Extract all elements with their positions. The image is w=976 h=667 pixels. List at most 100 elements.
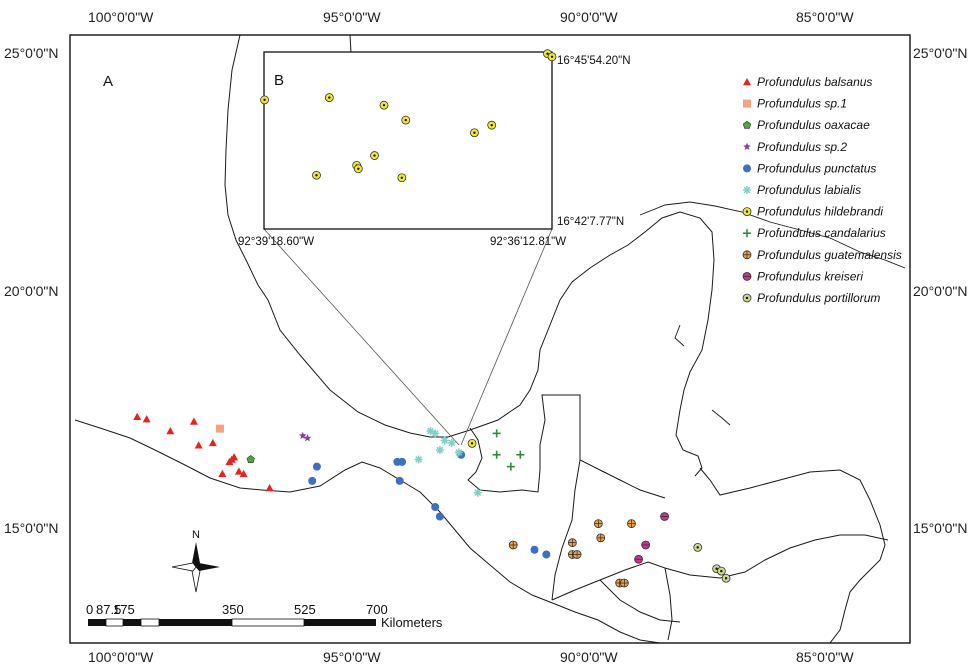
legend-symbol-profundulus-portillorum <box>742 293 752 303</box>
lon-tick-bottom-0: 100°0'0"W <box>88 649 154 665</box>
inset-point-12 <box>547 52 557 62</box>
scale-label-3: 350 <box>222 602 244 617</box>
point-profundulus-balsanus-4 <box>194 441 203 449</box>
inset-frame <box>263 51 553 230</box>
point-profundulus-labialis-2 <box>431 429 440 438</box>
lon-tick-top-0: 100°0'0"W <box>88 9 154 25</box>
point-profundulus-portillorum-2 <box>716 566 726 576</box>
inset-point-8 <box>353 164 363 174</box>
point-profundulus-labialis-3 <box>440 436 449 445</box>
legend-symbol-profundulus-oaxacae <box>742 120 752 129</box>
legend-label-profundulus-guatemalensis: Profundulus guatemalensis <box>757 248 902 262</box>
inset-point-0 <box>260 95 269 105</box>
legend-symbol-profundulus-candalarius <box>743 229 751 238</box>
legend-label-profundulus-sp-2: Profundulus sp.2 <box>757 140 847 154</box>
legend-label-profundulus-portillorum: Profundulus portillorum <box>757 291 880 305</box>
point-profundulus-guatemalensis-5 <box>596 533 606 543</box>
point-profundulus-labialis-4 <box>435 446 444 454</box>
point-profundulus-punctatus-1 <box>312 462 321 471</box>
lat-tick-right-1: 20°0'0"N <box>913 283 968 299</box>
point-profundulus-punctatus-6 <box>435 512 444 521</box>
point-profundulus-guatemalensis-6 <box>627 519 636 529</box>
point-profundulus-balsanus-1 <box>142 415 151 423</box>
legend-symbol-profundulus-hildebrandi <box>742 207 752 217</box>
main-panel-label: A <box>103 73 113 90</box>
north-arrow: N <box>171 529 220 593</box>
point-profundulus-portillorum-0 <box>693 542 703 552</box>
scale-label-0: 0 <box>86 602 93 617</box>
point-profundulus-guatemalensis-4 <box>593 519 603 529</box>
point-profundulus-labialis-5 <box>447 438 456 447</box>
point-profundulus-labialis-7 <box>473 488 482 497</box>
inset-lat-top: 16°45'54.20"N <box>557 55 631 67</box>
point-profundulus-balsanus-7 <box>230 453 239 461</box>
north-label: N <box>192 529 200 541</box>
point-profundulus-labialis-0 <box>414 455 423 464</box>
lon-tick-top-2: 90°0'0"W <box>560 9 618 25</box>
point-profundulus-labialis-6 <box>454 448 463 457</box>
point-profundulus-balsanus-3 <box>189 417 198 425</box>
point-profundulus-punctatus-4 <box>395 476 404 485</box>
point-profundulus-kreiseri-2 <box>634 554 643 564</box>
point-profundulus-kreiseri-1 <box>641 540 651 550</box>
legend-symbol-profundulus-guatemalensis <box>742 250 752 260</box>
point-profundulus-guatemalensis-8 <box>619 578 629 588</box>
point-profundulus-balsanus-10 <box>234 467 243 475</box>
coastline <box>74 34 906 644</box>
legend-symbol-profundulus-labialis <box>743 186 751 194</box>
legend-symbol-profundulus-punctatus <box>743 164 751 173</box>
legend-label-profundulus-kreiseri: Profundulus kreiseri <box>757 269 863 283</box>
legend-label-profundulus-balsanus: Profundulus balsanus <box>757 75 872 89</box>
point-profundulus-punctatus-8 <box>530 545 539 554</box>
legend-symbol-profundulus-balsanus <box>743 78 751 86</box>
point-profundulus-balsanus-8 <box>225 457 234 466</box>
point-profundulus-guatemalensis-0 <box>508 540 518 550</box>
point-profundulus-oaxacae-0 <box>246 455 255 464</box>
inset-locality-points <box>260 49 557 183</box>
lon-tick-bottom-1: 95°0'0"W <box>323 649 381 665</box>
legend-label-profundulus-punctatus: Profundulus punctatus <box>757 161 876 175</box>
legend-label-profundulus-oaxacae: Profundulus oaxacae <box>757 118 870 132</box>
inset-point-10 <box>312 170 321 180</box>
inset-point-3 <box>401 115 411 125</box>
point-profundulus-sp-2-1 <box>303 434 312 442</box>
lat-tick-left-2: 15°0'0"N <box>4 520 59 536</box>
point-profundulus-sp-1-0 <box>215 424 224 433</box>
point-profundulus-punctatus-9 <box>542 550 551 559</box>
point-profundulus-balsanus-11 <box>239 469 248 477</box>
point-profundulus-balsanus-5 <box>208 438 217 447</box>
point-profundulus-candalarius-2 <box>506 462 515 471</box>
point-profundulus-kreiseri-0 <box>660 512 669 521</box>
axis-ticks: 100°0'0"W 95°0'0"W 90°0'0"W 85°0'0"W 100… <box>4 9 968 665</box>
point-profundulus-balsanus-9 <box>218 469 227 477</box>
point-profundulus-balsanus-0 <box>133 412 142 420</box>
inset-point-4 <box>487 120 497 130</box>
lat-tick-right-2: 15°0'0"N <box>913 520 968 536</box>
lat-tick-left-1: 20°0'0"N <box>4 283 59 299</box>
point-profundulus-punctatus-5 <box>431 503 440 511</box>
locality-points <box>133 412 731 588</box>
scale-label-4: 525 <box>294 602 316 617</box>
point-profundulus-candalarius-1 <box>492 450 501 459</box>
inset-lon-right: 92°36'12.81"W <box>490 236 566 248</box>
inset-point-9 <box>397 173 407 183</box>
legend-label-profundulus-hildebrandi: Profundulus hildebrandi <box>757 205 883 219</box>
legend-label-profundulus-candalarius: Profundulus candalarius <box>757 226 886 240</box>
inset-lon-left: 92°39'18.60"W <box>238 236 314 248</box>
point-profundulus-guatemalensis-3 <box>572 550 582 559</box>
scale-unit: Kilometers <box>381 615 443 630</box>
inset-connector-right <box>460 228 553 446</box>
point-profundulus-punctatus-0 <box>308 476 317 485</box>
point-profundulus-hildebrandi-0 <box>467 438 477 448</box>
inset-point-2 <box>379 100 389 110</box>
inset-point-6 <box>370 151 379 160</box>
point-profundulus-portillorum-3 <box>721 573 731 583</box>
legend-symbol-profundulus-kreiseri <box>742 271 752 281</box>
inset-point-5 <box>470 128 479 138</box>
point-profundulus-balsanus-2 <box>166 427 175 435</box>
inset-point-1 <box>324 93 334 102</box>
legend-label-profundulus-sp-1: Profundulus sp.1 <box>757 97 847 111</box>
lon-tick-bottom-3: 85°0'0"W <box>796 649 854 665</box>
